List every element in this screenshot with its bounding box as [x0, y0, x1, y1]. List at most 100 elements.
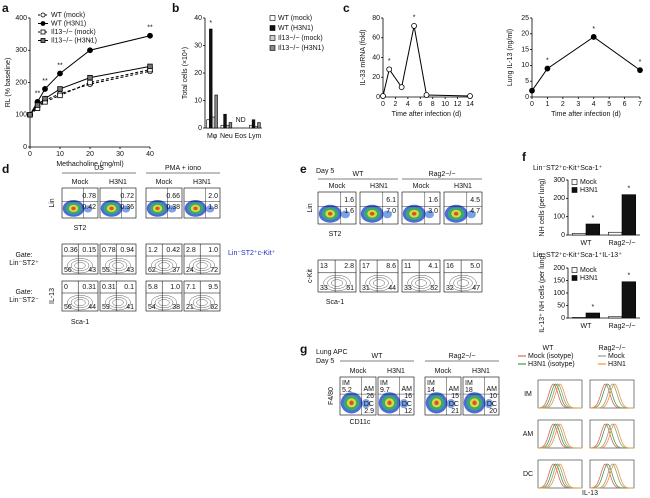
flow-plot — [145, 243, 183, 275]
legend-label: WT (mock) — [51, 12, 85, 19]
day-label: Day 5 — [316, 168, 334, 175]
legend-swatch — [571, 179, 578, 185]
gate-value: 0.78 — [102, 247, 116, 254]
bar — [249, 124, 253, 129]
point — [590, 34, 597, 40]
axis-label: F4/80 — [328, 387, 335, 405]
gate-name: AM — [402, 386, 413, 393]
point — [57, 70, 63, 77]
gate-value: 41 — [126, 304, 134, 311]
group-label: US — [94, 165, 104, 172]
bar — [254, 126, 258, 129]
gate-value: 0.94 — [120, 247, 134, 254]
flow-plot — [401, 259, 441, 293]
contour — [67, 258, 93, 274]
bar — [572, 317, 587, 319]
y-tick-label: 100 — [553, 214, 565, 221]
x-tick-label: 3 — [576, 101, 580, 108]
group-label: Rag2−/− — [449, 353, 476, 360]
gate-name: DC — [402, 401, 412, 408]
gate-value: 5.2 — [342, 387, 352, 394]
gate-value: 56 — [64, 304, 72, 311]
bar — [608, 231, 623, 236]
gate-value: 33 — [320, 285, 328, 292]
y-tick-label: 10 — [194, 97, 202, 104]
density-blob — [109, 206, 114, 211]
contour — [154, 297, 174, 309]
point — [147, 32, 153, 39]
histogram-curve — [590, 463, 634, 489]
x-tick-label: 30 — [116, 151, 124, 158]
legend-swatch — [269, 25, 276, 31]
y-tick-label: 200 — [553, 265, 565, 272]
gate-value: 0.72 — [120, 193, 134, 200]
gate-value: 4.5 — [470, 197, 480, 204]
contour — [105, 295, 131, 311]
gate-value: 21 — [451, 408, 459, 415]
bar — [585, 223, 600, 236]
legend-marker — [40, 38, 46, 43]
group-label: Rag2−/− — [599, 345, 626, 352]
contour — [192, 297, 212, 309]
column-label: Mock — [413, 183, 430, 190]
gate-value: 5.0 — [470, 263, 480, 270]
contour — [373, 279, 385, 287]
row-label: IM — [524, 391, 532, 398]
y-tick-label: 25 — [521, 15, 529, 22]
axis-label: Sca-1 — [326, 299, 344, 306]
gate-name: IM — [380, 380, 388, 387]
density-blob — [167, 205, 177, 213]
gate-value: 55 — [102, 267, 110, 274]
series-line — [382, 25, 471, 97]
flow-plot — [99, 280, 137, 312]
gate-value: 72 — [210, 267, 218, 274]
contour — [331, 279, 343, 287]
annotation: * — [209, 20, 212, 27]
axis-label: Sca-1 — [71, 319, 89, 326]
panel-title: Lung APC — [316, 349, 348, 356]
annotation: * — [388, 58, 391, 65]
column-label: Mock — [72, 179, 89, 186]
y-tick-label: 400 — [15, 15, 27, 22]
contour — [70, 297, 90, 309]
gate-value: 0.36 — [64, 247, 78, 254]
annotation: ** — [57, 62, 63, 69]
legend-label: Il13−/− (mock) — [51, 29, 96, 36]
histogram-curve — [590, 383, 634, 409]
bar — [621, 194, 636, 236]
flow-plot — [443, 259, 483, 293]
legend-label: WT (H3N1) — [51, 20, 86, 27]
gate-value: 62 — [148, 267, 156, 274]
legend-label: Mock — [608, 353, 625, 360]
histogram-curve — [538, 423, 582, 449]
gate-name: IM — [427, 380, 435, 387]
y-tick-label: 0 — [561, 315, 565, 322]
axis-label: c-Kit — [307, 269, 314, 283]
gate-value: 0 — [64, 284, 68, 291]
legend-swatch — [571, 267, 578, 273]
gate-value: 16 — [404, 393, 412, 400]
legend-swatch — [269, 35, 276, 41]
column-label: Mock — [350, 368, 367, 375]
x-tick-label: 10 — [56, 151, 64, 158]
density-blob — [484, 399, 494, 409]
panel-label: c — [343, 1, 350, 15]
x-axis-title: Methacholine (mg/ml) — [56, 161, 123, 168]
contour — [158, 299, 170, 306]
contour — [192, 260, 212, 272]
y-tick-label: 30 — [194, 42, 202, 49]
annotation: ** — [35, 91, 41, 98]
point — [147, 63, 153, 70]
contour — [449, 275, 477, 292]
density-blob — [424, 210, 434, 219]
gate-value: 10 — [489, 393, 497, 400]
density-blob — [446, 399, 456, 409]
density-blob — [349, 400, 354, 406]
x-tick-label: 8 — [431, 101, 435, 108]
gate-label: Lin⁻ST2⁻ — [9, 297, 39, 304]
panel-label: d — [2, 162, 9, 176]
annotation: * — [89, 39, 92, 46]
gate-name: DC — [487, 401, 497, 408]
x-tick-label: Eos — [235, 133, 248, 140]
x-tick-label: 6 — [418, 101, 422, 108]
